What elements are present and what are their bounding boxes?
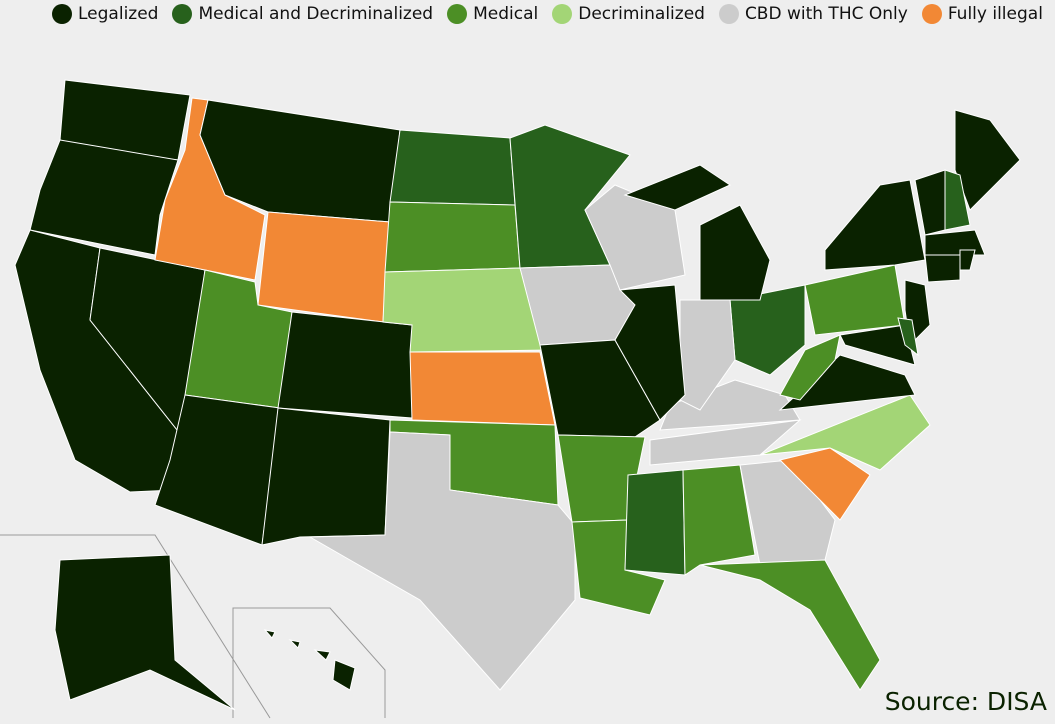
state (779, 447, 871, 521)
state (824, 179, 926, 271)
state (614, 284, 686, 421)
legend-swatch (52, 4, 72, 24)
legend-item: Medical and Decriminalized (172, 4, 433, 24)
legend-label: Decriminalized (578, 4, 705, 24)
state (699, 559, 881, 691)
state (699, 204, 771, 301)
legend-swatch (172, 4, 193, 24)
legend-item: CBD with THC Only (718, 4, 908, 24)
state (623, 164, 732, 211)
state (257, 211, 391, 323)
state (261, 407, 391, 546)
legend: Legalized Medical and Decriminalized Medic… (52, 4, 1043, 24)
legend-swatch (552, 4, 573, 24)
state (924, 229, 986, 256)
state (154, 394, 281, 546)
state (308, 431, 576, 691)
state (409, 351, 556, 426)
legend-swatch (718, 4, 739, 24)
state (779, 334, 841, 401)
hawaii-inset-border (232, 607, 386, 718)
state (539, 339, 661, 438)
legend-item: Decriminalized (552, 4, 705, 24)
state (682, 464, 756, 576)
legend-label: Legalized (78, 4, 159, 24)
state (959, 249, 976, 271)
state (804, 264, 906, 336)
state (384, 201, 521, 273)
state (332, 659, 356, 691)
alaska-inset-border (0, 534, 271, 719)
source: Source: DISA (884, 687, 1047, 716)
legend-swatch (447, 4, 468, 24)
state (584, 184, 686, 291)
state (649, 419, 802, 466)
state (897, 317, 919, 357)
legend-item: Legalized (52, 4, 158, 24)
legend-label: CBD with THC Only (744, 4, 908, 24)
state (839, 324, 916, 366)
state (277, 311, 413, 419)
state (954, 109, 1021, 211)
state (313, 649, 331, 661)
legend-label: Medical (473, 4, 539, 24)
state (624, 469, 686, 576)
state (288, 639, 301, 649)
legend-label: Medical and Decriminalized (198, 4, 434, 24)
legend-label: Fully illegal (947, 4, 1043, 24)
state (29, 139, 179, 256)
state (924, 254, 961, 283)
legend-item: Fully illegal (921, 4, 1043, 24)
state (914, 169, 946, 236)
state (389, 129, 516, 206)
state (263, 629, 276, 639)
state (54, 554, 236, 711)
state (759, 394, 931, 471)
legend-item: Medical (447, 4, 538, 24)
legend-swatch (921, 4, 942, 24)
